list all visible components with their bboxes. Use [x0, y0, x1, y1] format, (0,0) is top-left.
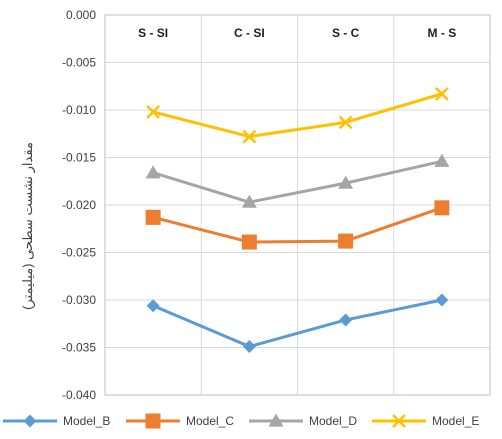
x-marker-stroke — [242, 129, 257, 144]
series-model-e — [146, 86, 449, 144]
data-point-model-c — [434, 200, 450, 216]
data-point-model-e — [242, 129, 257, 144]
data-point-model-b — [242, 340, 256, 354]
y-tick-label: -0.040 — [62, 388, 96, 402]
y-axis-title: مقدار نشست سطحی (میلیمتر) — [20, 142, 36, 310]
legend-item-model-b: Model_B — [3, 414, 110, 428]
data-point-model-b — [435, 293, 449, 307]
plot-area-border — [104, 14, 491, 396]
grid-layer — [105, 14, 490, 396]
legend-label: Model_D — [309, 414, 357, 428]
series-line-model-e — [152, 92, 443, 139]
series-line-model-b — [152, 298, 443, 349]
x-marker-stroke — [146, 105, 161, 119]
legend-item-model-d: Model_D — [249, 413, 357, 428]
y-tick-label: -0.005 — [62, 56, 96, 70]
legend-marker-model-e — [392, 414, 406, 428]
series-model-b — [146, 293, 449, 354]
data-point-model-c — [338, 233, 354, 249]
y-tick-label: -0.020 — [62, 198, 96, 212]
legend-marker-model-b — [23, 414, 37, 428]
x-marker-stroke — [392, 414, 406, 428]
category-label: M - S — [428, 26, 457, 40]
legend-label: Model_E — [432, 414, 479, 428]
data-point-model-c — [241, 234, 257, 250]
y-tick-label: -0.030 — [62, 293, 96, 307]
series-model-c — [145, 200, 450, 250]
y-tick-label: -0.015 — [62, 151, 96, 165]
data-point-model-e — [434, 86, 449, 101]
data-point-model-b — [339, 313, 353, 327]
category-label: S - C — [332, 26, 360, 40]
legend-label: Model_C — [186, 414, 234, 428]
data-point-model-e — [338, 115, 353, 130]
category-labels: S - SI C - SI S - C M - S — [138, 26, 456, 40]
series-line-model-c — [152, 206, 443, 244]
series-model-d — [145, 153, 450, 208]
y-tick-labels: 0.000 -0.005 -0.010 -0.015 -0.020 -0.025 -0.03… — [62, 8, 96, 402]
data-point-model-d — [338, 175, 354, 189]
category-label: S - SI — [138, 26, 168, 40]
plot-border — [104, 14, 491, 396]
legend-marker-model-d — [268, 413, 284, 427]
legend-item-model-e: Model_E — [372, 414, 479, 428]
data-point-model-e — [146, 105, 161, 119]
data-point-model-d — [145, 165, 161, 179]
data-point-model-b — [146, 299, 160, 313]
legend-item-model-c: Model_C — [126, 413, 234, 429]
y-tick-label: -0.035 — [62, 341, 96, 355]
legend-marker-model-c — [145, 413, 161, 429]
legend-label: Model_B — [63, 414, 110, 428]
y-tick-label: -0.010 — [62, 103, 96, 117]
x-marker-stroke — [338, 115, 353, 130]
data-point-model-c — [145, 209, 161, 225]
data-point-model-d — [241, 194, 257, 208]
y-tick-label: 0.000 — [66, 8, 96, 22]
category-label: C - SI — [234, 26, 265, 40]
legend: Model_B Model_C Model_D Model_E — [3, 413, 479, 429]
data-point-model-d — [434, 153, 450, 167]
series-line-model-d — [152, 159, 443, 204]
series-layer — [145, 86, 450, 354]
y-tick-label: -0.025 — [62, 246, 96, 260]
x-marker-stroke — [434, 86, 449, 101]
